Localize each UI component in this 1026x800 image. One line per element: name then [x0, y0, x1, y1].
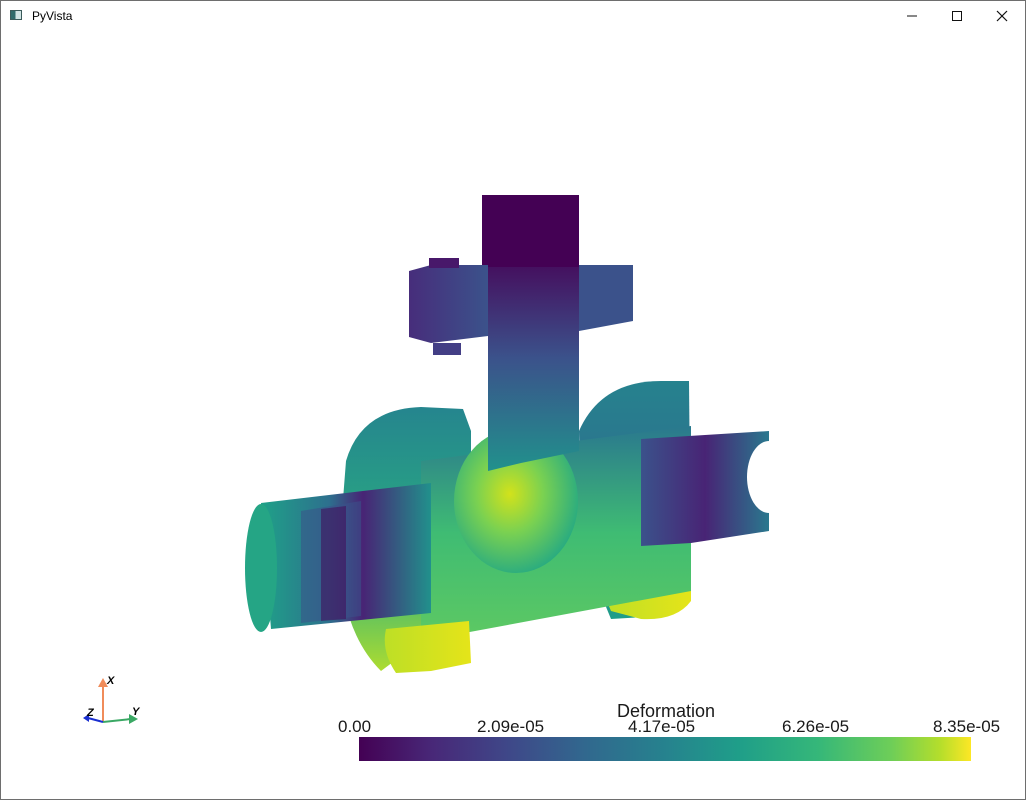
valve-ball — [454, 429, 578, 573]
scalar-bar — [359, 737, 971, 761]
minimize-button[interactable] — [889, 1, 935, 31]
minimize-icon — [907, 15, 917, 17]
app-icon — [10, 10, 22, 20]
x-axis-label: X — [106, 675, 115, 687]
left-bolt — [384, 621, 471, 673]
close-button[interactable] — [979, 1, 1025, 31]
stem-top — [482, 195, 579, 267]
z-axis-arrow — [83, 714, 89, 722]
maximize-button[interactable] — [934, 1, 980, 31]
scalar-bar-tick-3: 6.26e-05 — [782, 717, 850, 736]
y-axis-line — [102, 718, 132, 723]
left-pipe-end — [245, 504, 277, 632]
y-axis-label: Y — [132, 706, 141, 718]
title-bar[interactable]: PyVista — [1, 1, 1025, 31]
scalar-bar-tick-4: 8.35e-05 — [933, 717, 1001, 736]
right-pipe — [641, 431, 769, 546]
z-axis-label: Z — [86, 707, 95, 719]
scalar-bar-tick-1: 2.09e-05 — [477, 717, 545, 736]
axes-widget: X Y Z — [83, 675, 141, 724]
close-icon — [996, 10, 1008, 22]
y-axis-arrow — [129, 714, 138, 724]
scalar-bar-tick-2: 4.17e-05 — [628, 717, 696, 736]
x-axis-arrow — [98, 678, 108, 687]
window-title: PyVista — [32, 9, 73, 23]
scalar-bar-title: Deformation — [616, 701, 716, 721]
scalar-bar-tick-0: 0.00 — [338, 717, 372, 736]
bonnet-plate — [409, 265, 488, 343]
valve-mesh-render[interactable]: X Y Z — [1, 31, 1025, 799]
valve-stem — [488, 266, 579, 471]
maximize-icon — [952, 11, 962, 21]
render-viewport[interactable]: X Y Z Deformation 0.00 2.09e-05 4.17e-05… — [1, 31, 1025, 799]
z-axis-line — [87, 717, 104, 723]
